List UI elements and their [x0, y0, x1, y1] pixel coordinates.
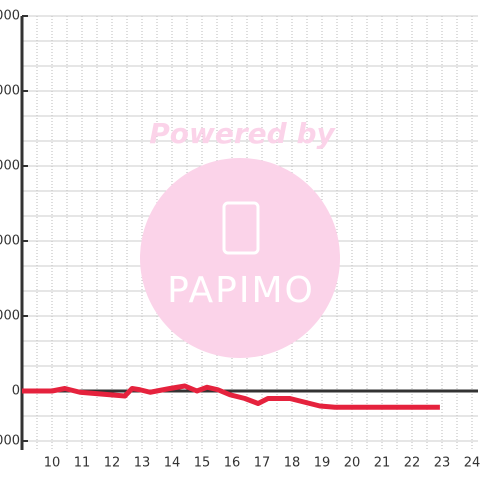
y-tick-label: -20,000	[0, 434, 20, 449]
y-tick-label: 150,000	[0, 9, 20, 24]
y-tick-label: 60,000	[0, 234, 20, 249]
x-tick-label: 24	[464, 456, 480, 471]
x-tick-label: 17	[254, 456, 271, 471]
x-tick-label: 18	[284, 456, 301, 471]
y-tick-label: 30,000	[0, 309, 20, 324]
x-tick-label: 15	[194, 456, 211, 471]
watermark-text: Powered by	[149, 117, 336, 150]
watermark-icon	[222, 201, 260, 255]
x-tick-label: 10	[44, 456, 61, 471]
data-line	[22, 383, 440, 410]
y-tick-label: 120,000	[0, 84, 20, 99]
y-tick-label: 0	[12, 384, 20, 399]
y-tick-label: 90,000	[0, 159, 20, 174]
x-tick-label: 22	[404, 456, 421, 471]
x-tick-label: 23	[434, 456, 451, 471]
x-tick-label: 14	[164, 456, 181, 471]
watermark-circle	[140, 158, 340, 358]
x-tick-label: 16	[224, 456, 241, 471]
x-tick-label: 13	[134, 456, 151, 471]
x-tick-label: 19	[314, 456, 331, 471]
x-tick-label: 11	[74, 456, 91, 471]
watermark-logo: PAPIMO	[167, 270, 315, 311]
x-tick-label: 12	[104, 456, 121, 471]
x-tick-label: 20	[344, 456, 361, 471]
x-tick-label: 21	[374, 456, 391, 471]
